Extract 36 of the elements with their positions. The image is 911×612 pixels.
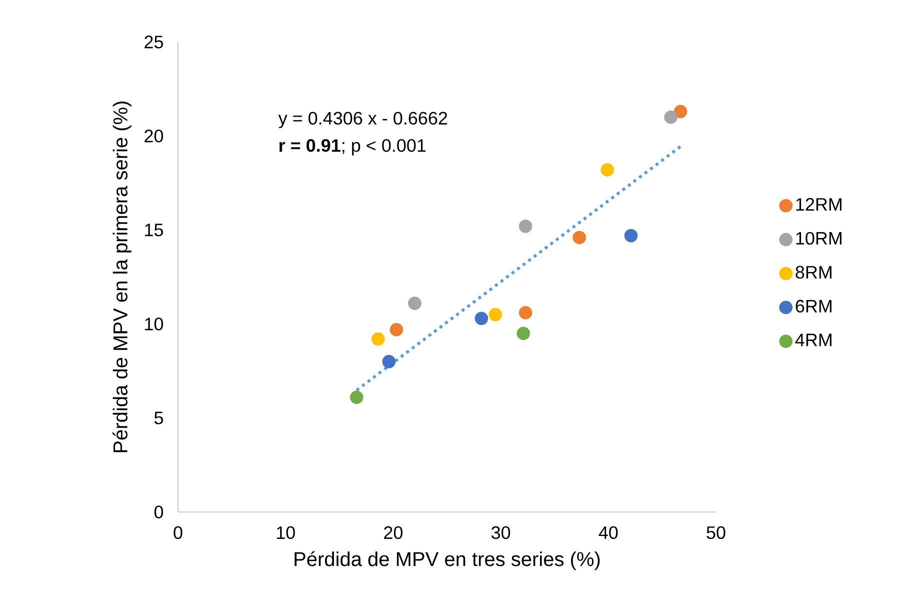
x-tick-label: 40 xyxy=(598,526,618,540)
point xyxy=(382,354,396,368)
legend-label: 4RM xyxy=(795,334,832,346)
point xyxy=(408,296,422,310)
y-tick-label: 15 xyxy=(145,224,163,236)
point xyxy=(674,104,688,118)
annotation: r = 0.91; p < 0.001 xyxy=(280,139,426,156)
x-tick-label: 0 xyxy=(174,526,182,540)
legend-label: 6RM xyxy=(796,300,832,313)
annotation: y = 0.4306 x - 0.6662 xyxy=(278,112,448,128)
y-tick-label: 0 xyxy=(154,506,164,518)
y-tick-label: 20 xyxy=(144,130,164,142)
point xyxy=(518,220,532,233)
point xyxy=(350,390,364,404)
x-tick-label: 50 xyxy=(706,526,726,540)
legend-label: 10RM xyxy=(796,232,842,245)
x-tick-label: 30 xyxy=(491,526,510,540)
point xyxy=(371,332,385,346)
point xyxy=(664,110,678,124)
legend-label: 12RM xyxy=(796,198,842,211)
y-axis-title: Pérdida de MPV en la primera serie (%) xyxy=(112,102,132,452)
legend-label: 8RM xyxy=(796,266,832,279)
point xyxy=(474,312,488,326)
x-axis-title: Pérdida de MPV en tres series (%) xyxy=(294,551,600,570)
point xyxy=(518,306,532,320)
y-tick-label: 10 xyxy=(145,318,164,330)
point xyxy=(516,326,530,340)
x-tick-label: 10 xyxy=(276,526,295,540)
point xyxy=(572,230,586,244)
y-tick-label: 5 xyxy=(154,412,163,424)
y-tick-label: 25 xyxy=(144,36,163,48)
point xyxy=(624,228,638,242)
point xyxy=(488,308,502,322)
point xyxy=(390,322,404,336)
x-tick-label: 20 xyxy=(384,526,403,540)
point xyxy=(600,163,614,177)
